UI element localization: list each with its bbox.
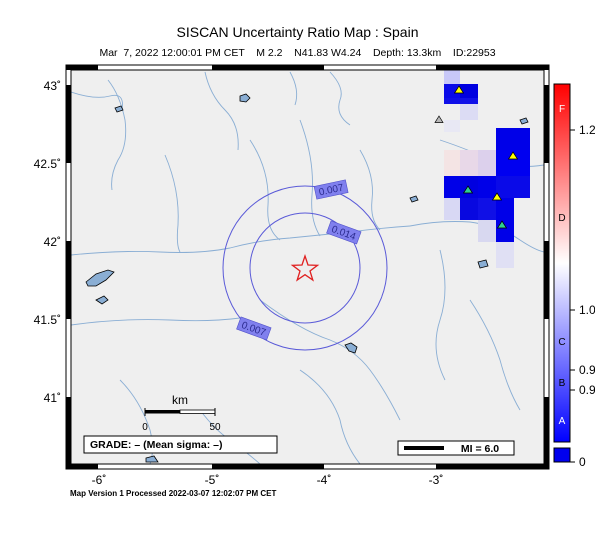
lon-label: -6˚ (92, 473, 107, 487)
colorbar-value: 0.9 (579, 383, 595, 397)
grade-box: GRADE: – (Mean sigma: –) (83, 435, 278, 454)
contour-outer (222, 185, 388, 351)
scale-bar: km 0 50 (142, 393, 221, 433)
lon-label: -5˚ (205, 473, 220, 487)
lat-label: 41.5˚ (34, 313, 61, 327)
lat-label: 42˚ (44, 235, 61, 249)
colorbar-value: 0.9 (579, 363, 595, 377)
latitude-labels: 43˚ 42.5˚ 42˚ 41.5˚ 41˚ (34, 79, 61, 405)
contour-lines (222, 185, 388, 351)
lat-label: 43˚ (44, 79, 61, 93)
svg-text:50: 50 (209, 422, 221, 433)
svg-text:GRADE: – (Mean sigma: –): GRADE: – (Mean sigma: –) (90, 439, 222, 451)
map-title: SISCAN Uncertainty Ratio Map : Spain (176, 24, 419, 40)
water-bodies (85, 93, 529, 463)
grade-letter: C (558, 337, 565, 348)
svg-text:0.007: 0.007 (318, 182, 345, 198)
station-triangle (453, 85, 465, 94)
lat-label: 42.5˚ (34, 157, 61, 171)
map-frame (65, 64, 550, 470)
contour-inner (249, 212, 361, 324)
svg-text:km: km (172, 393, 188, 407)
colorbar-value: 1.2 (579, 123, 595, 137)
lon-label: -3˚ (429, 473, 444, 487)
longitude-labels: -6˚ -5˚ -4˚ -3˚ (92, 473, 444, 487)
event-subtitle: Mar 7, 2022 12:00:01 PM CET M 2.2 N41.83… (99, 47, 496, 59)
station-triangle (462, 185, 474, 194)
station-triangle (496, 220, 508, 229)
lat-label: 41˚ (44, 391, 61, 405)
station-triangle (491, 192, 503, 201)
grade-letter: F (559, 104, 565, 115)
epicenter-star (290, 253, 320, 282)
processed-footer: Map Version 1 Processed 2022-03-07 12:02… (70, 489, 277, 498)
mi-legend: MI = 6.0 (397, 440, 515, 456)
map-land (71, 70, 544, 464)
station-triangle (434, 115, 444, 123)
grade-letter: D (558, 213, 565, 224)
colorbar: 1.2 1.0 0.9 0.9 0 F D C B A (553, 83, 595, 469)
station-triangle (507, 151, 519, 160)
grade-letter: B (559, 378, 566, 389)
contour-label-1: 0.007 (313, 179, 349, 200)
grade-letter: A (559, 416, 566, 427)
colorbar-value: 1.0 (579, 303, 595, 317)
svg-text:0: 0 (142, 422, 148, 433)
station-triangles (434, 85, 519, 229)
colorbar-value: 0 (579, 455, 586, 469)
lon-label: -4˚ (317, 473, 332, 487)
svg-text:MI = 6.0: MI = 6.0 (461, 443, 499, 455)
